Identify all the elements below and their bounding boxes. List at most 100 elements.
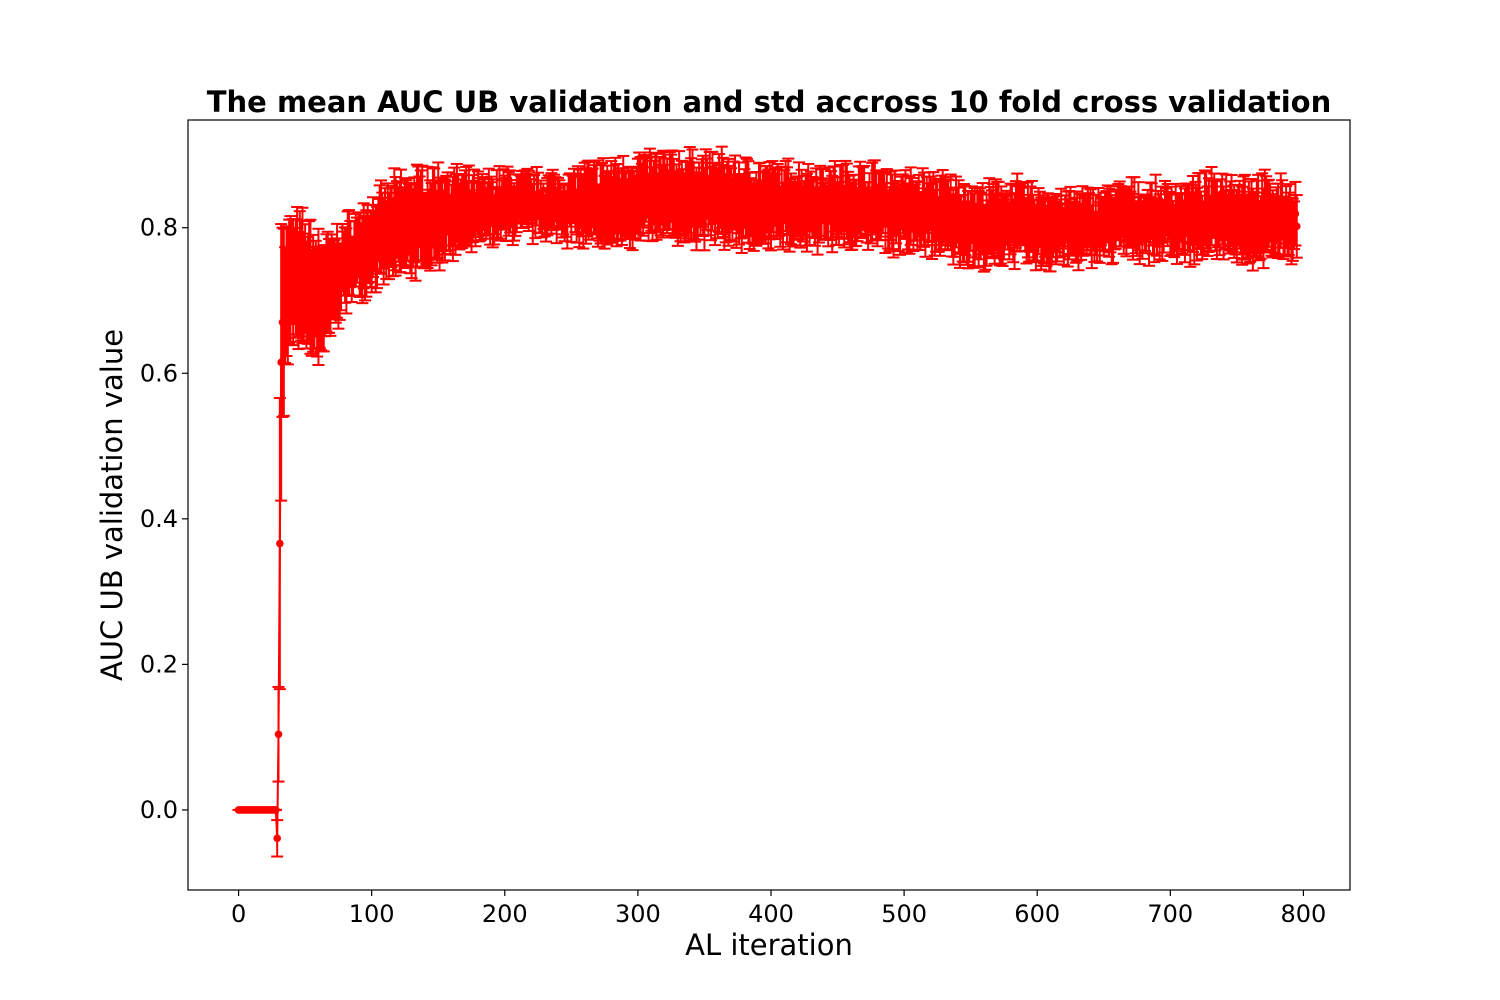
data-point [713, 199, 722, 208]
data-point [1286, 209, 1294, 218]
data-point [981, 233, 990, 241]
data-point [273, 834, 281, 843]
data-point [1077, 227, 1085, 236]
data-point [954, 213, 963, 221]
data-point [1177, 210, 1185, 218]
data-point [672, 195, 681, 204]
x-axis: 0 100 200 300 400 500 600 700 800 [231, 890, 1326, 928]
data-point [779, 212, 787, 220]
data-point [968, 210, 976, 219]
data-point [767, 207, 775, 216]
data-point [1199, 224, 1208, 232]
data-point [639, 192, 648, 200]
data-point [945, 212, 954, 221]
data-point [817, 198, 826, 206]
data-point [276, 539, 284, 548]
y-axis-label: AUC UB validation value [95, 329, 129, 681]
data-point [1274, 217, 1282, 225]
data-point [1130, 206, 1139, 215]
plot-area [232, 145, 1303, 858]
x-tick-label: 200 [482, 900, 528, 928]
data-point [319, 294, 328, 303]
data-point [739, 203, 747, 211]
data-point [688, 184, 697, 192]
data-point [680, 204, 689, 212]
data-point [1182, 206, 1191, 214]
x-tick-label: 800 [1281, 900, 1327, 928]
x-tick-label: 500 [881, 900, 927, 928]
data-point [326, 283, 335, 292]
data-point [552, 211, 561, 220]
data-point [737, 210, 746, 219]
data-point [570, 191, 578, 199]
data-point [1292, 222, 1301, 231]
plot-frame [187, 119, 1351, 891]
data-point [896, 217, 904, 226]
data-point [871, 192, 879, 200]
data-point [471, 215, 480, 224]
data-point [873, 211, 882, 220]
data-point [1278, 206, 1286, 214]
data-point [784, 193, 793, 201]
data-point [443, 199, 452, 208]
data-point [1241, 209, 1249, 218]
data-point [1028, 212, 1036, 220]
y-axis: 0.0 0.2 0.4 0.6 0.8 [140, 214, 188, 824]
data-point [966, 217, 975, 225]
data-point [1206, 219, 1215, 228]
data-point [994, 215, 1003, 224]
data-point [731, 188, 739, 197]
data-point [654, 199, 662, 207]
data-point [542, 210, 550, 219]
data-point [843, 196, 851, 205]
data-point [890, 198, 899, 207]
data-point [496, 210, 505, 218]
data-point [373, 243, 381, 252]
data-point [934, 220, 943, 229]
data-point [611, 191, 620, 200]
data-point [349, 263, 357, 271]
data-point [1291, 209, 1300, 218]
data-point [1173, 225, 1181, 234]
data-point [900, 207, 908, 215]
y-tick-label: 0.0 [140, 796, 178, 824]
data-point [861, 204, 870, 213]
y-tick-label: 0.8 [140, 214, 178, 242]
data-point [599, 194, 608, 202]
data-point [619, 190, 628, 199]
x-axis-label: AL iteration [685, 928, 853, 962]
data-point [860, 193, 868, 201]
y-tick-label: 0.6 [140, 359, 178, 387]
data-point [1159, 222, 1168, 231]
data-point [389, 233, 397, 242]
data-point [924, 210, 932, 219]
data-point [819, 192, 827, 201]
data-point [631, 203, 640, 212]
y-tick-label: 0.2 [140, 650, 178, 678]
data-point [1181, 221, 1189, 230]
data-point [434, 206, 443, 214]
data-point [950, 222, 959, 230]
data-point [1010, 227, 1019, 235]
data-point [341, 261, 349, 269]
data-point [689, 196, 698, 205]
data-point [465, 199, 473, 207]
data-point [929, 202, 938, 211]
data-point [567, 204, 576, 212]
x-tick-label: 100 [349, 900, 395, 928]
data-point [305, 276, 313, 285]
x-tick-label: 300 [615, 900, 661, 928]
data-point [1227, 206, 1236, 215]
data-point [1210, 201, 1219, 210]
data-point [696, 199, 705, 208]
data-point [1099, 224, 1108, 232]
data-point [277, 358, 285, 367]
x-tick-label: 0 [231, 900, 246, 928]
x-tick-label: 700 [1147, 900, 1193, 928]
y-tick-label: 0.4 [140, 505, 178, 533]
data-point [721, 204, 730, 213]
data-point [908, 201, 916, 209]
data-point [1046, 231, 1055, 240]
data-point [311, 284, 320, 293]
